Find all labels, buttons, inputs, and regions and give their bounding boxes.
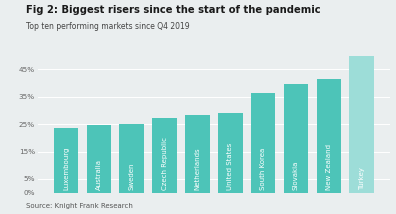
Bar bbox=[251, 94, 276, 193]
Text: Slovakia: Slovakia bbox=[293, 160, 299, 190]
Text: Sweden: Sweden bbox=[129, 162, 135, 190]
Text: Luxembourg: Luxembourg bbox=[63, 147, 69, 190]
Text: Source: Knight Frank Research: Source: Knight Frank Research bbox=[26, 203, 133, 209]
Bar bbox=[218, 113, 243, 193]
Bar bbox=[185, 114, 210, 193]
Text: Netherlands: Netherlands bbox=[194, 147, 200, 190]
Text: Top ten performing markets since Q4 2019: Top ten performing markets since Q4 2019 bbox=[26, 22, 189, 31]
Text: Australia: Australia bbox=[96, 159, 102, 190]
Bar bbox=[119, 123, 144, 193]
Text: Fig 2: Biggest risers since the start of the pandemic: Fig 2: Biggest risers since the start of… bbox=[26, 5, 320, 15]
Bar bbox=[349, 31, 374, 193]
Bar bbox=[316, 79, 341, 193]
Text: New Zealand: New Zealand bbox=[326, 144, 332, 190]
Text: Turkey: Turkey bbox=[359, 167, 365, 190]
Bar bbox=[152, 118, 177, 193]
Text: United States: United States bbox=[227, 143, 233, 190]
Bar bbox=[86, 125, 111, 193]
Bar bbox=[284, 84, 308, 193]
Text: South Korea: South Korea bbox=[260, 148, 266, 190]
Text: Czech Republic: Czech Republic bbox=[162, 137, 168, 190]
Bar bbox=[53, 128, 78, 193]
